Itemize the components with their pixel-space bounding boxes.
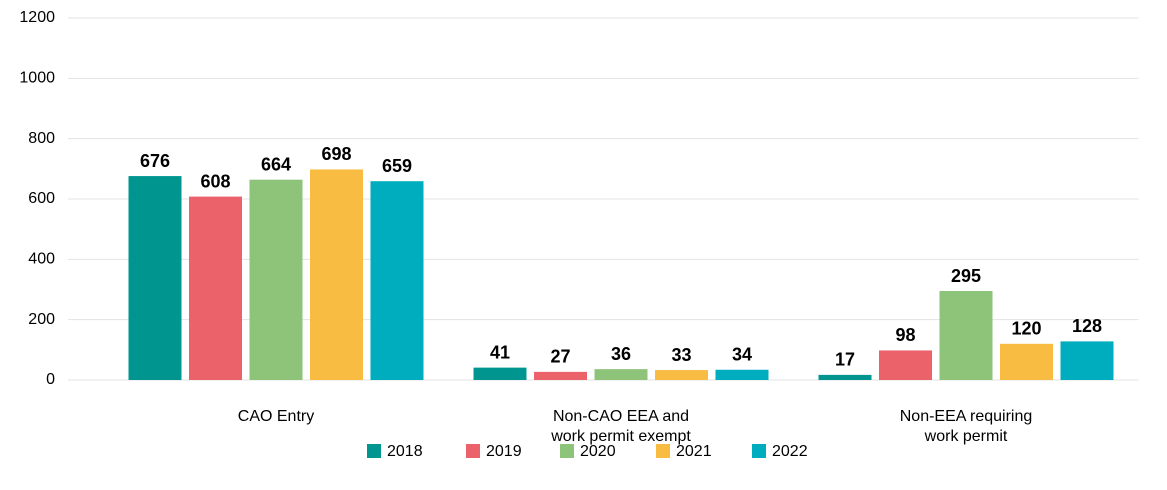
bar [370,181,424,380]
bar [594,369,648,380]
y-tick-label: 0 [46,371,55,388]
value-label: 676 [140,151,170,171]
value-label: 128 [1072,316,1102,336]
value-label: 664 [261,154,291,174]
bar [534,371,587,380]
bar [128,176,182,380]
y-tick-label: 200 [28,311,55,328]
value-label: 120 [1011,319,1041,339]
bar [1000,343,1053,380]
x-tick-label: Non-EEA requiring work permit [900,408,1033,445]
legend-swatch [367,444,381,458]
value-label: 698 [321,144,351,164]
value-label: 27 [550,347,570,367]
bar [473,367,527,380]
legend-label: 2019 [486,443,522,460]
x-tick-label: CAO Entry [238,408,314,425]
value-label: 295 [951,266,981,286]
bar [939,291,993,380]
value-label: 41 [490,342,510,362]
y-tick-label: 1000 [19,70,55,87]
bar [879,350,932,380]
bar [715,369,769,380]
legend-swatch [560,444,574,458]
y-tick-label: 600 [28,190,55,207]
bar [189,196,242,380]
legend-swatch [656,444,670,458]
value-label: 17 [835,350,855,370]
value-label: 659 [382,156,412,176]
bar [310,169,363,380]
y-tick-label: 800 [28,130,55,147]
legend-label: 2021 [676,443,712,460]
legend-swatch [466,444,480,458]
bar [249,179,303,380]
legend-label: 2018 [387,443,423,460]
y-tick-label: 400 [28,251,55,268]
value-label: 33 [671,345,691,365]
value-label: 34 [732,344,752,364]
y-tick-label: 1200 [19,9,55,26]
bar [818,374,872,380]
value-label: 36 [611,344,631,364]
legend-label: 2022 [772,443,808,460]
bar [1060,341,1114,380]
bar [655,370,708,380]
legend-swatch [752,444,766,458]
x-tick-label: Non-CAO EEA and work permit exempt [550,408,691,445]
value-label: 98 [895,325,915,345]
value-label: 608 [200,171,230,191]
legend-label: 2020 [580,443,616,460]
